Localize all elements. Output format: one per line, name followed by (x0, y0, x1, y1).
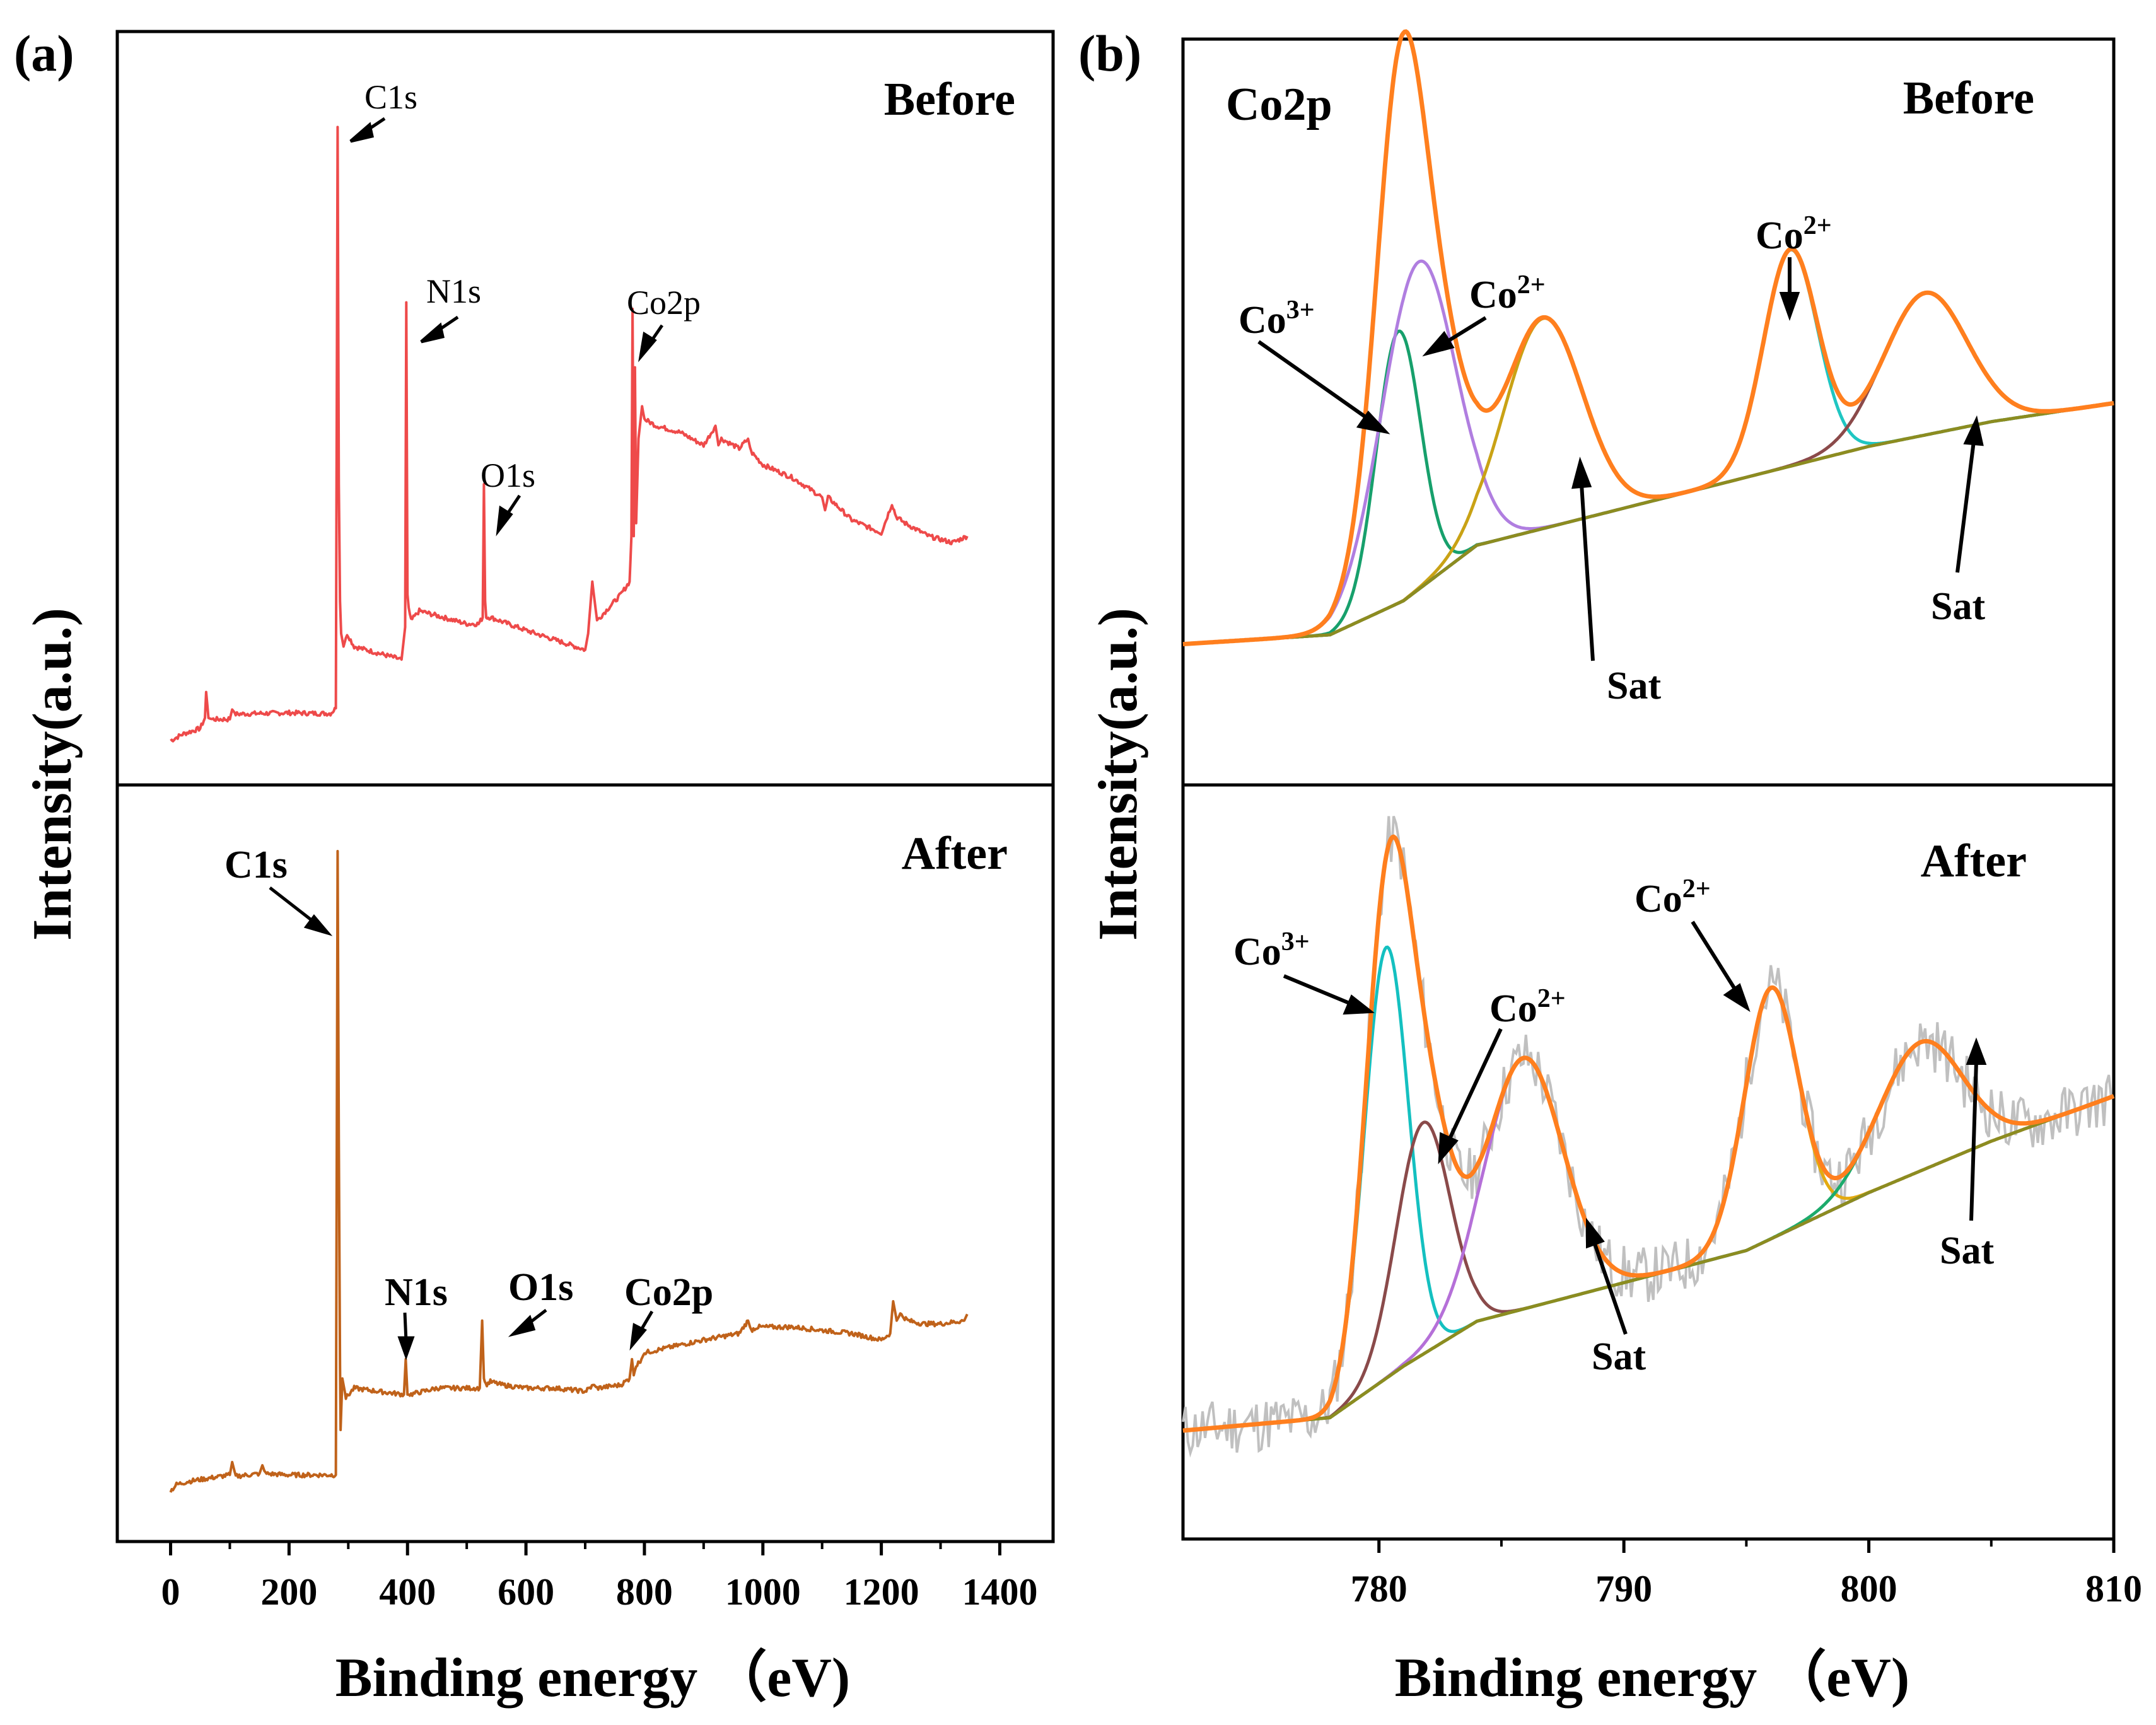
a-after-title: After (902, 828, 1008, 880)
a-before-o1s-label: O1s (481, 456, 535, 494)
x-tick-label: 800 (1841, 1568, 1897, 1610)
raw-data-line (1182, 815, 2113, 1458)
arrow-co2-before-1 (1442, 316, 1487, 346)
b-before-sat-label-1: Sat (1607, 665, 1661, 707)
arrowhead-co2-before-2 (1779, 292, 1800, 322)
a-after-c1s-label: C1s (224, 844, 288, 886)
b-after-sat-label-2: Sat (1940, 1229, 1994, 1272)
b-before-subtitle: Co2p (1226, 79, 1332, 131)
b-after-co2-label-2: Co2+ (1634, 874, 1711, 921)
a-before-title: Before (884, 74, 1015, 125)
b-before-title: Before (1903, 73, 2034, 124)
panel-b-xlabel: Binding energy （eV) (1395, 1647, 1909, 1709)
x-tick-label: 600 (498, 1571, 554, 1613)
x-tick-label: 810 (2085, 1568, 2142, 1610)
b-before-co2-label-1: Co2+ (1469, 270, 1546, 317)
panel-a-xlabel: Binding energy （eV) (335, 1647, 850, 1709)
arrowhead-co2-before-1 (1422, 330, 1455, 357)
x-tick-label: 800 (616, 1571, 673, 1613)
x-tick-label: 0 (161, 1571, 180, 1613)
a-after-arrows (269, 886, 654, 1361)
survey-before-line (170, 125, 969, 743)
arrowhead-sat-after-2 (1966, 1037, 1987, 1065)
a-before-co2p-label: Co2p (627, 284, 701, 322)
arrowhead-sat-after-1 (1586, 1217, 1605, 1249)
arrowhead-co3-before (1356, 410, 1390, 434)
fit-peak-1 (1182, 945, 2114, 1432)
arrowhead-co3-after (1343, 994, 1375, 1015)
b-after-arrows (1283, 921, 1987, 1335)
panel-b-ylabel: Intensity(a.u.) (1088, 608, 1149, 941)
arrowhead-co2p-after (629, 1323, 647, 1351)
x-tick-label: 1000 (725, 1571, 801, 1613)
x-tick-label: 200 (260, 1571, 317, 1613)
arrowhead-c1s (349, 122, 374, 143)
arrow-sat-after-2 (1969, 1061, 1978, 1221)
b-after-co3-label: Co3+ (1233, 927, 1310, 973)
x-tick-label: 400 (379, 1571, 436, 1613)
arrowhead-co2-after-2 (1723, 983, 1751, 1013)
arrowhead-n1s-after (397, 1336, 415, 1361)
arrowhead-co2-after-1 (1438, 1132, 1459, 1165)
envelope-line (1182, 834, 2115, 1433)
b-after-sat-label-1: Sat (1592, 1335, 1646, 1378)
x-tick-label: 1200 (844, 1571, 919, 1613)
arrow-sat-before-1 (1580, 484, 1595, 661)
b-before-sat-label-2: Sat (1931, 585, 1985, 628)
arrow-co2-after-2 (1691, 921, 1737, 991)
arrow-sat-after-1 (1592, 1241, 1628, 1335)
b-after-curves (1182, 815, 2115, 1458)
a-after-n1s-label: N1s (385, 1271, 448, 1314)
panel-a-ylabel: Intensity(a.u.) (22, 608, 83, 941)
arrowhead-o1s (496, 505, 513, 537)
a-after-co2p-label: Co2p (624, 1271, 713, 1314)
b-before-co3-label: Co3+ (1238, 296, 1315, 342)
panel-b-bottom-frame (1181, 783, 2116, 1541)
b-before-curves (1182, 29, 2114, 647)
panel-a-top-frame (115, 30, 1055, 787)
envelope-line (1182, 29, 2114, 647)
panel-b-x-ticks: 780 790 800 810 (1351, 1539, 2142, 1610)
arrowhead-o1s-after (508, 1315, 536, 1337)
arrow-c1s-after (269, 886, 317, 924)
b-after-co2-label-1: Co2+ (1489, 984, 1566, 1030)
arrow-co2-after-1 (1447, 1028, 1503, 1141)
arrowhead-n1s (420, 322, 445, 344)
b-before-arrows (1257, 257, 1984, 661)
arrowhead-co2p (638, 331, 657, 363)
arrowhead-sat-before-1 (1571, 456, 1592, 489)
arrow-co3-before (1257, 340, 1371, 422)
arrowhead-c1s-after (303, 914, 333, 936)
a-before-arrows (349, 117, 664, 537)
arrowhead-sat-before-2 (1963, 415, 1984, 446)
a-before-c1s-label: C1s (364, 78, 417, 116)
a-after-o1s-label: O1s (508, 1266, 573, 1309)
x-tick-label: 790 (1595, 1568, 1652, 1610)
arrow-sat-before-2 (1955, 441, 1976, 573)
panel-a-x-ticks: 0 200 400 600 800 1000 1200 1400 (161, 1542, 1037, 1613)
panel-b-label: (b) (1078, 25, 1141, 82)
arrow-co3-after (1283, 974, 1352, 1006)
a-before-n1s-label: N1s (426, 272, 481, 310)
b-after-title: After (1921, 835, 2027, 887)
panel-a-label: (a) (14, 25, 74, 82)
b-before-co2-label-2: Co2+ (1756, 211, 1832, 257)
panel-a-bottom-frame (115, 783, 1055, 1543)
survey-after-line (169, 850, 969, 1493)
x-tick-label: 1400 (962, 1571, 1037, 1613)
x-tick-label: 780 (1351, 1568, 1407, 1610)
baseline-line (1182, 401, 2114, 646)
